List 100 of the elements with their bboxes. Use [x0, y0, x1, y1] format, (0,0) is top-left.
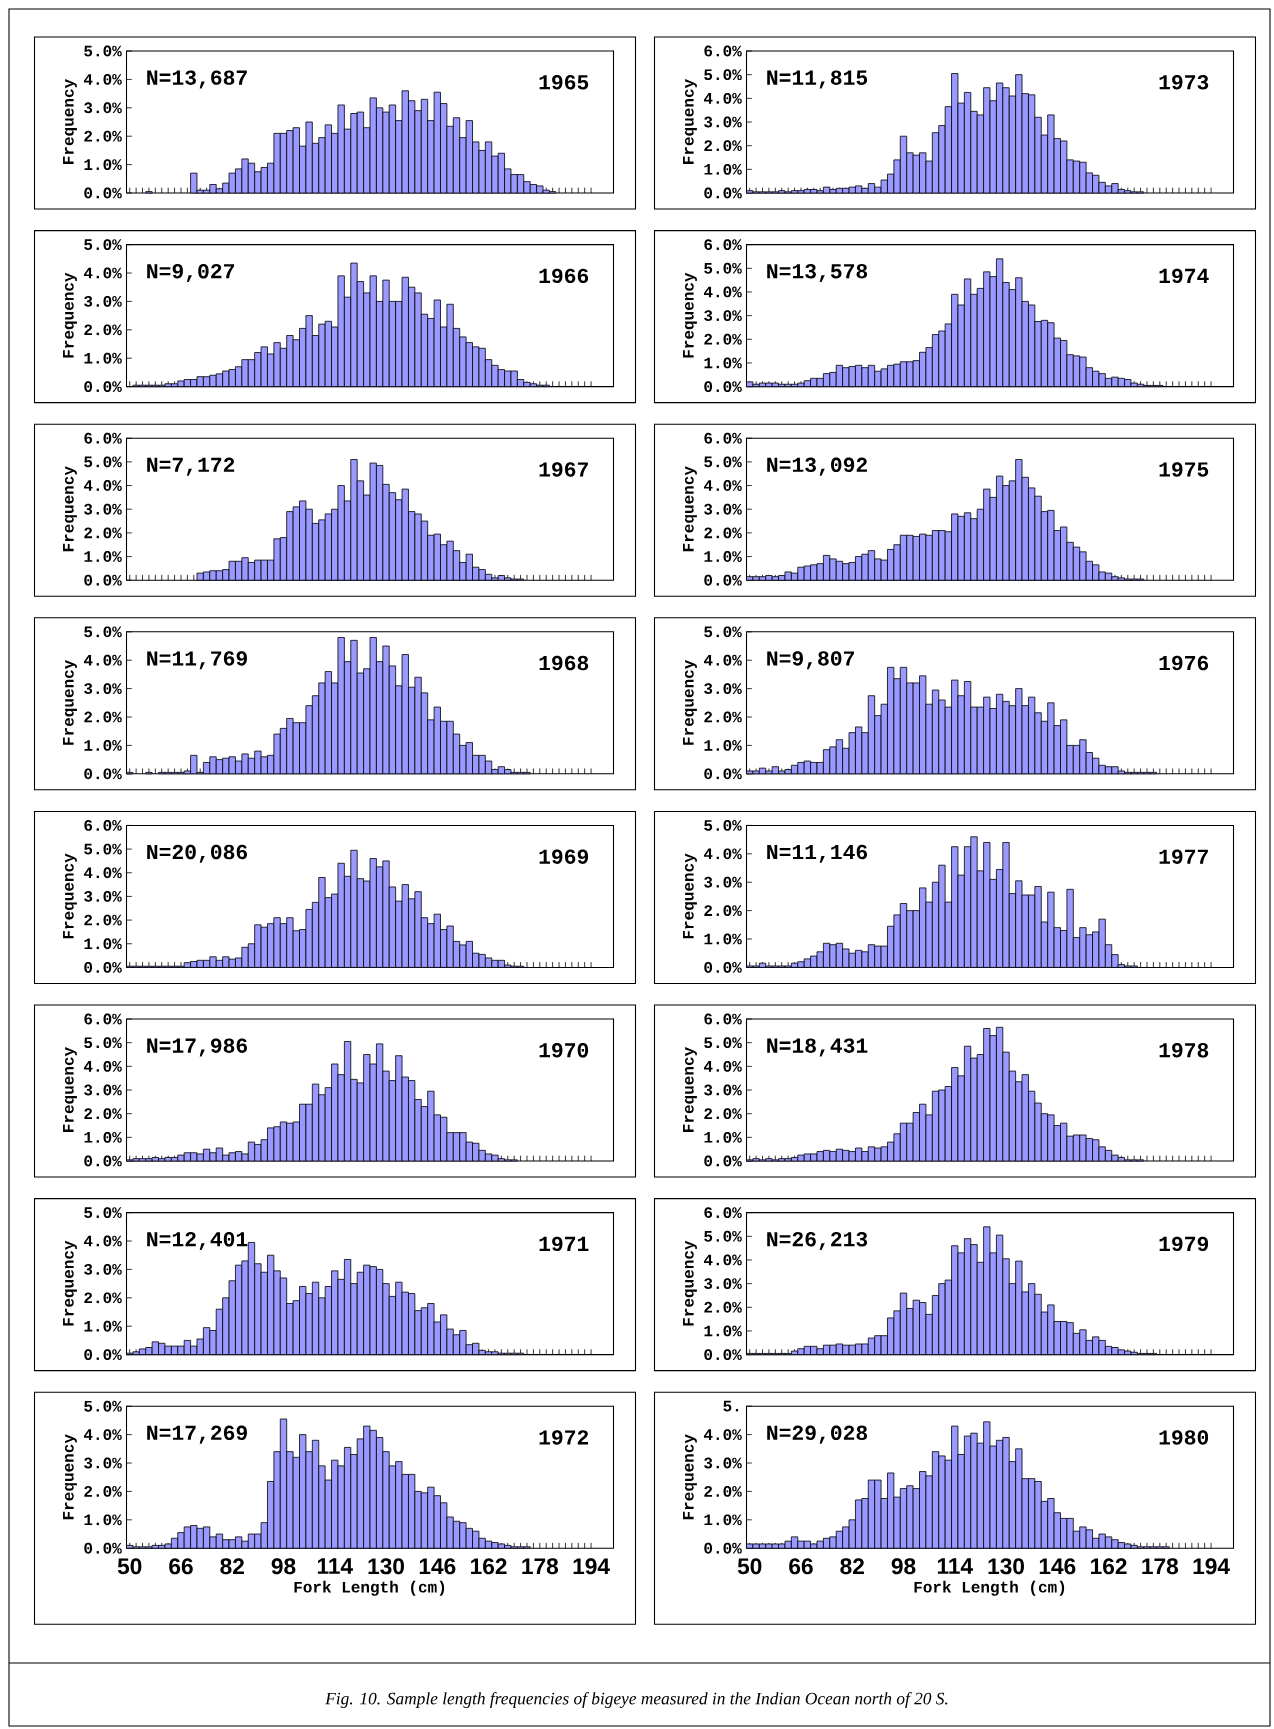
- y-axis-title: Frequency: [683, 853, 697, 939]
- y-tick-label: 4.0%: [703, 1254, 742, 1266]
- y-axis-title: Frequency: [63, 659, 77, 745]
- y-tick-label: 2.0%: [84, 1485, 122, 1497]
- y-tick-label: 5.: [723, 1400, 739, 1412]
- y-tick-label: 3.0%: [84, 295, 122, 307]
- y-tick-label: 5.0%: [704, 262, 742, 274]
- y-tick-label: 3.0%: [704, 1278, 742, 1290]
- y-tick-label: 4.0%: [83, 1060, 122, 1072]
- y-tick-label: 1.0%: [84, 938, 122, 950]
- y-tick-label: 6.0%: [84, 819, 122, 831]
- y-tick-label: 2.0%: [84, 527, 122, 539]
- x-tick-label: 98: [891, 1558, 916, 1575]
- annotation: N=7,172: [147, 457, 235, 476]
- x-tick-label: 50: [117, 1558, 142, 1575]
- y-tick-label: 1.0%: [704, 1325, 742, 1337]
- y-tick-label: 5.0%: [84, 626, 122, 638]
- annotation: N=18,431: [767, 1038, 868, 1057]
- y-tick-label: 1.0%: [704, 1514, 742, 1526]
- y-tick-label: 3.0%: [704, 310, 742, 322]
- y-tick-label: 1.0%: [84, 1320, 122, 1332]
- text: 1965: [539, 75, 589, 90]
- y-tick-label: 0.0%: [704, 187, 742, 199]
- y-axis-title: Frequency: [63, 466, 77, 552]
- text: 1980: [1159, 1430, 1209, 1445]
- text: 1974: [1159, 268, 1209, 284]
- text: 1976: [1159, 655, 1209, 671]
- y-tick-label: 4.0%: [703, 1429, 742, 1441]
- y-axis-title: Frequency: [63, 1240, 77, 1326]
- y-tick-label: 2.0%: [84, 1292, 122, 1304]
- y-tick-label: 5.0%: [704, 1230, 742, 1242]
- y-tick-label: 2.0%: [704, 140, 742, 152]
- text: 1973: [1159, 75, 1209, 90]
- annotation: N=13,092: [767, 457, 867, 476]
- y-tick-label: 0.0%: [84, 1155, 122, 1167]
- y-tick-label: 0.0%: [84, 187, 122, 199]
- y-tick-label: 4.0%: [703, 654, 742, 666]
- y-tick-label: 0.0%: [84, 768, 122, 780]
- y-axis-title: Frequency: [63, 79, 77, 164]
- y-tick-label: 1.0%: [84, 739, 122, 751]
- text: 1969: [539, 849, 589, 864]
- annotation: N=11,146: [767, 844, 868, 863]
- y-tick-label: 1.0%: [84, 1514, 122, 1526]
- x-tick-label: 130: [368, 1558, 404, 1575]
- y-tick-label: 5.0%: [84, 45, 122, 57]
- y-tick-label: 1.0%: [704, 1131, 742, 1143]
- y-tick-label: 5.0%: [704, 456, 742, 468]
- annotation: N=11,815: [767, 70, 868, 89]
- x-tick-label: 194: [1193, 1558, 1230, 1575]
- annotation: N=11,769: [147, 651, 247, 670]
- x-tick-label: 146: [1039, 1558, 1076, 1575]
- annotation: N=12,401: [147, 1232, 248, 1251]
- y-tick-label: 1.0%: [84, 352, 122, 364]
- y-tick-label: 6.0%: [704, 1207, 742, 1219]
- y-tick-label: 0.0%: [84, 381, 122, 393]
- y-tick-label: 3.0%: [84, 1457, 122, 1469]
- y-tick-label: 4.0%: [703, 286, 742, 298]
- text: 1967: [539, 462, 588, 477]
- y-axis-title: Frequency: [63, 1047, 77, 1132]
- x-tick-label: 178: [1142, 1558, 1179, 1575]
- y-axis-title: Frequency: [683, 466, 697, 552]
- y-axis-title: Frequency: [683, 79, 697, 164]
- annotation: N=13,687: [147, 70, 247, 89]
- y-tick-label: 2.0%: [704, 333, 742, 345]
- y-tick-label: 0.0%: [84, 574, 122, 586]
- y-tick-label: 2.0%: [84, 1108, 122, 1120]
- y-tick-label: 4.0%: [83, 73, 122, 85]
- y-tick-label: 3.0%: [704, 116, 742, 128]
- y-tick-label: 4.0%: [83, 1235, 122, 1247]
- text: 1971: [539, 1236, 589, 1252]
- x-tick-label: 162: [1091, 1558, 1127, 1575]
- y-tick-label: 4.0%: [703, 480, 742, 491]
- y-tick-label: 5.0%: [84, 456, 122, 468]
- y-tick-label: 3.0%: [84, 503, 122, 515]
- y-tick-label: 1.0%: [84, 1131, 122, 1143]
- x-tick-label: 178: [522, 1558, 559, 1575]
- y-tick-label: 0.0%: [704, 1542, 742, 1554]
- y-tick-label: 5.0%: [704, 1037, 742, 1049]
- y-tick-label: 1.0%: [704, 551, 742, 562]
- text: 1977: [1159, 849, 1208, 864]
- y-tick-label: 4.0%: [83, 654, 122, 666]
- y-tick-label: 3.0%: [84, 683, 122, 695]
- y-axis-title: Frequency: [63, 853, 77, 939]
- annotation: N=13,578: [767, 264, 868, 283]
- caption: Fig. 10. Sample length frequencies of bigeye measured in the Indian Ocean north of 20 S.: [325, 1692, 948, 1708]
- y-tick-label: 6.0%: [704, 45, 742, 57]
- y-tick-label: 0.0%: [84, 1349, 122, 1361]
- x-tick-label: 82: [840, 1558, 864, 1575]
- y-tick-label: 6.0%: [84, 432, 122, 444]
- text: 1972: [539, 1430, 589, 1445]
- x-tick-label: 114: [937, 1558, 973, 1574]
- y-axis-title: Frequency: [683, 1047, 697, 1132]
- y-tick-label: 0.0%: [704, 1349, 742, 1361]
- y-tick-label: 6.0%: [704, 239, 742, 251]
- y-tick-label: 3.0%: [704, 683, 742, 695]
- x-tick-label: 66: [169, 1558, 193, 1575]
- x-tick-label: 98: [271, 1558, 296, 1575]
- y-tick-label: 6.0%: [704, 432, 742, 444]
- y-tick-label: 2.0%: [704, 1485, 742, 1497]
- y-tick-label: 1.0%: [704, 163, 742, 175]
